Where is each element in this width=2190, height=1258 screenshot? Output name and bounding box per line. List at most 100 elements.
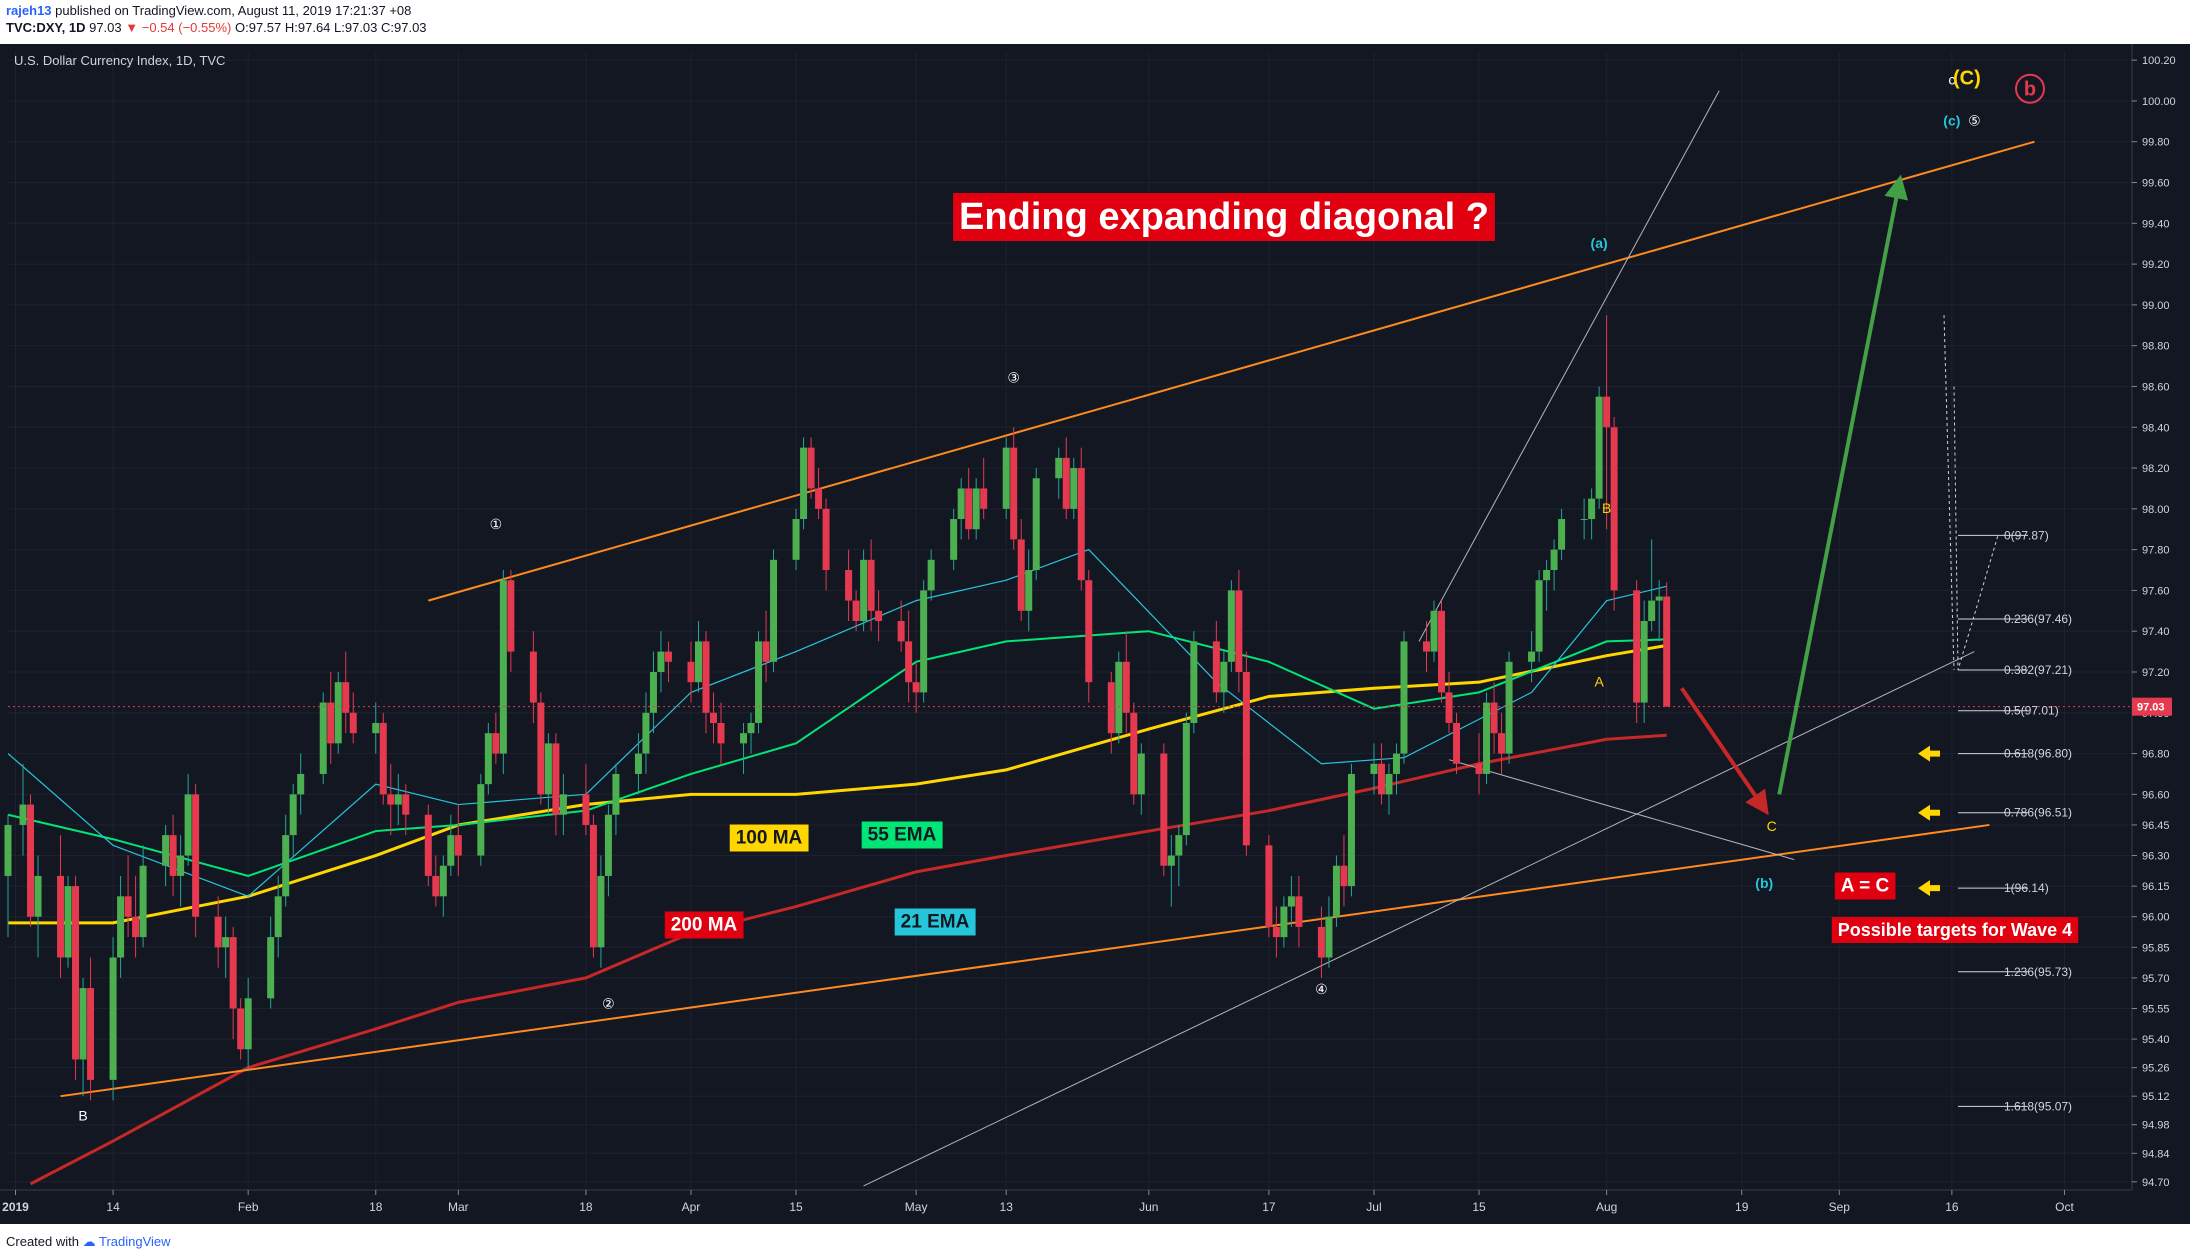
- candle-body: [612, 773, 620, 815]
- candle-body: [1220, 661, 1228, 693]
- x-tick-label: Mar: [448, 1200, 469, 1214]
- candle-body: [950, 519, 958, 560]
- projection-arrow-down: [1680, 687, 1769, 816]
- candle-body: [559, 794, 567, 815]
- ma200-label-text: 200 MA: [671, 915, 738, 936]
- main-annotation-box: [953, 193, 1495, 241]
- candle-body: [1603, 396, 1611, 428]
- candle-body: [492, 733, 500, 754]
- candle-body: [980, 488, 988, 509]
- candle-body: [529, 651, 537, 703]
- candle-body: [800, 447, 808, 520]
- candle-body: [72, 886, 80, 1060]
- ema21-label: 21 EMA: [894, 908, 976, 936]
- candle-body: [867, 559, 875, 611]
- indicator-line: [7, 548, 1667, 898]
- candle-body: [1227, 590, 1235, 662]
- fib-level-label: 0.786(96.51): [2004, 806, 2072, 820]
- candle-body: [87, 988, 95, 1080]
- y-tick-label: 98.60: [2142, 381, 2170, 393]
- ma100-label-box: [729, 824, 809, 852]
- y-tick-label: 98.00: [2142, 504, 2170, 516]
- wave-label: (c): [1943, 112, 1960, 128]
- candle-body: [1077, 468, 1085, 581]
- candle-body: [387, 794, 395, 805]
- x-tick-label: 16: [1945, 1200, 1959, 1214]
- candle-body: [379, 722, 387, 795]
- candle-body: [1423, 641, 1431, 652]
- candle-body: [237, 1008, 245, 1050]
- candle-body: [1648, 600, 1656, 621]
- candle-body: [792, 519, 800, 560]
- y-tick-label: 99.80: [2142, 137, 2170, 149]
- x-tick-label: 2019: [2, 1200, 29, 1214]
- candle-body: [845, 570, 853, 601]
- y-tick-label: 100.20: [2142, 55, 2176, 67]
- wave-label: (C): [1953, 68, 1981, 90]
- y-tick-label: 97.40: [2142, 626, 2170, 638]
- candle-body: [117, 896, 125, 958]
- candle-body: [897, 621, 905, 642]
- trendline: [863, 651, 1975, 1187]
- candle-body: [192, 794, 200, 917]
- candle-body: [1235, 590, 1243, 672]
- trendline: [1418, 90, 1720, 642]
- tradingview-logo-icon[interactable]: ☁: [82, 1234, 96, 1249]
- indicator-line: [29, 733, 1667, 1186]
- wave-label: (a): [1591, 235, 1608, 251]
- candle-body: [1655, 596, 1663, 601]
- candle-body: [544, 743, 552, 795]
- candle-body: [1340, 865, 1348, 887]
- wave-label: ⑤: [1968, 112, 1981, 128]
- ma200-label: 200 MA: [664, 911, 744, 939]
- candle-body: [1558, 519, 1566, 550]
- wave-label: C: [1767, 818, 1777, 834]
- price-chart[interactable]: U.S. Dollar Currency Index, 1D, TVC 94.70…: [0, 44, 2190, 1224]
- y-tick-label: 95.26: [2142, 1063, 2170, 1075]
- candle-body: [57, 875, 65, 958]
- candle-body: [1453, 722, 1461, 764]
- candle-body: [1062, 457, 1070, 509]
- y-tick-label: 98.40: [2142, 422, 2170, 434]
- ema55-label-text: 55 EMA: [868, 825, 937, 846]
- chart-area[interactable]: U.S. Dollar Currency Index, 1D, TVC 94.70…: [0, 44, 2190, 1224]
- candle-body: [740, 733, 748, 744]
- candle-body: [687, 661, 695, 683]
- candle-body: [807, 447, 815, 489]
- candle-body: [1002, 447, 1010, 509]
- wave-label: c: [1948, 72, 1955, 88]
- candle-body: [1085, 580, 1093, 683]
- candle-body: [1498, 733, 1506, 754]
- y-tick-label: 94.98: [2142, 1120, 2170, 1132]
- ema55-label: 55 EMA: [861, 821, 943, 849]
- candle-body: [334, 682, 342, 744]
- candle-body: [597, 875, 605, 948]
- candle-body: [770, 559, 778, 662]
- target-arrow-icon: [1918, 880, 1940, 897]
- wave-label: ③: [1007, 369, 1020, 385]
- targets-label: Possible targets for Wave 4: [1831, 917, 2079, 943]
- y-tick-label: 97.20: [2142, 667, 2170, 679]
- a-equals-c-label-box: [1834, 872, 1896, 900]
- candle-body: [507, 580, 515, 652]
- candle-body: [1633, 590, 1641, 703]
- y-tick-label: 99.00: [2142, 300, 2170, 312]
- wave-label: (b): [1755, 875, 1773, 891]
- tradingview-brand[interactable]: TradingView: [99, 1234, 171, 1249]
- candle-body: [860, 559, 868, 621]
- y-tick-label: 99.60: [2142, 178, 2170, 190]
- candle-body: [1032, 478, 1040, 571]
- indicator-line: [7, 630, 1667, 877]
- candle-body: [1535, 580, 1543, 652]
- fib-level-label: 0.618(96.80): [2004, 747, 2072, 761]
- candle-body: [132, 916, 140, 938]
- candle-body: [222, 937, 230, 948]
- candle-body: [537, 702, 545, 795]
- y-tick-label: 98.20: [2142, 463, 2170, 475]
- author-link[interactable]: rajeh13: [6, 3, 52, 18]
- candle-body: [1025, 570, 1033, 611]
- trendlines: [60, 90, 2035, 1187]
- candle-body: [1265, 845, 1273, 927]
- wave-b-circle: [2015, 73, 2045, 104]
- candle-body: [1347, 773, 1355, 887]
